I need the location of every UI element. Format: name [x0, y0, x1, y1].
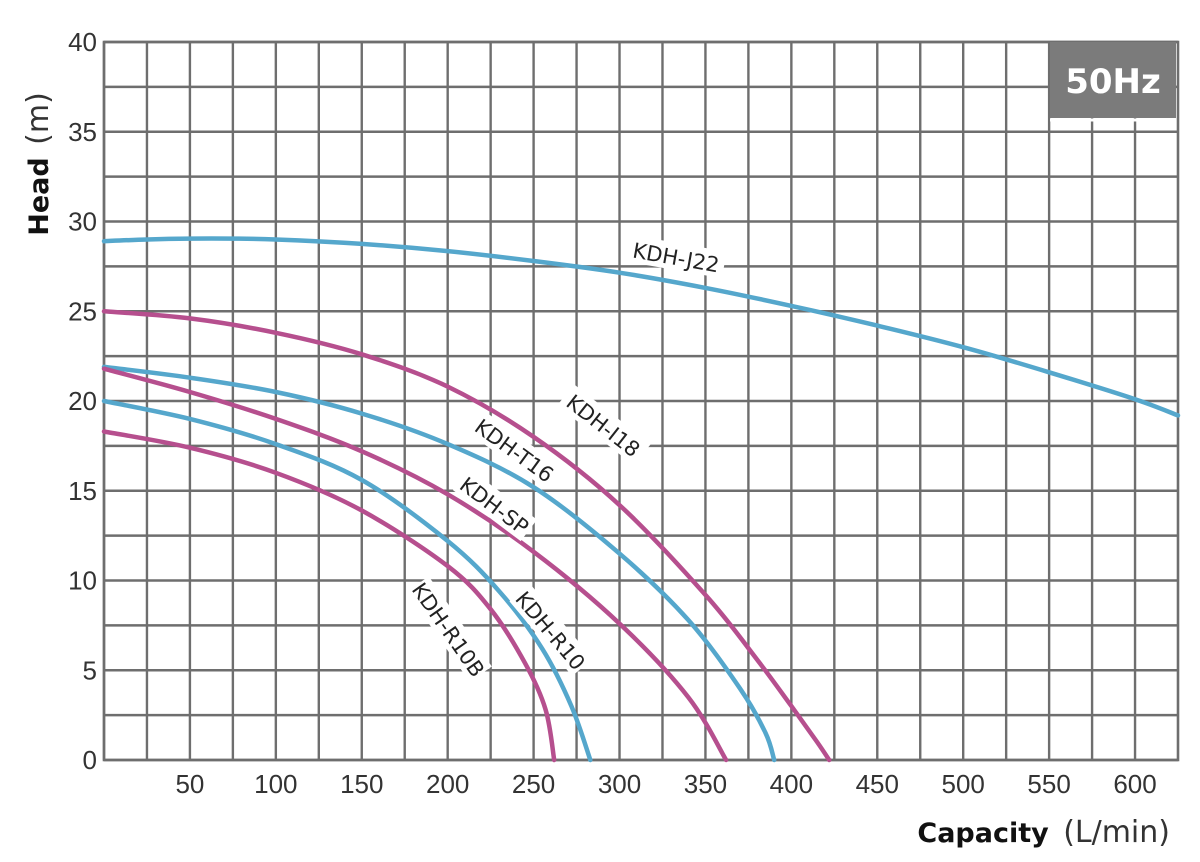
x-tick-label: 350 — [684, 769, 727, 799]
x-axis-title-text: Capacity — [917, 818, 1049, 849]
svg-text:Head (m): Head (m) — [21, 92, 56, 236]
x-tick-label: 400 — [770, 769, 813, 799]
y-axis-title-text: Head — [24, 157, 55, 235]
grid — [102, 40, 1180, 762]
badge-label: 50Hz — [1065, 62, 1161, 102]
y-axis-title: Head (m) — [21, 92, 56, 236]
y-tick-label: 30 — [68, 207, 97, 237]
y-axis-unit: (m) — [21, 92, 56, 145]
curve-label-background — [452, 468, 537, 542]
x-tick-label: 50 — [175, 769, 204, 799]
curve-label-group: KDH-J22 — [625, 234, 727, 279]
y-tick-label: 35 — [68, 117, 97, 147]
y-tick-label: 5 — [83, 655, 97, 685]
x-axis-title: Capacity (L/min) — [917, 815, 1170, 850]
y-tick-label: 10 — [68, 566, 97, 596]
x-tick-label: 550 — [1027, 769, 1070, 799]
y-tick-label: 40 — [68, 27, 97, 57]
curve-label-group: KDH-I18 — [557, 384, 651, 466]
x-tick-label: 600 — [1113, 769, 1156, 799]
tick-labels: 50 100 150 200 250 300 350 400 450 500 550 600 0 5 10 1… — [68, 27, 1157, 799]
x-axis-unit: (L/min) — [1063, 815, 1170, 850]
curve-label-background — [557, 384, 651, 466]
curve-kdh-r10 — [101, 398, 593, 763]
curve-label-background — [509, 584, 593, 677]
frequency-badge: 50Hz — [1050, 42, 1176, 122]
y-tick-label: 20 — [68, 386, 97, 416]
curves — [101, 236, 1181, 763]
curve-kdh-i18 — [101, 309, 832, 763]
x-tick-label: 150 — [340, 769, 383, 799]
x-tick-label: 100 — [254, 769, 297, 799]
curve-kdh-t16 — [101, 364, 777, 763]
curve-kdh-sp — [101, 366, 729, 763]
x-tick-label: 200 — [426, 769, 469, 799]
y-tick-label: 25 — [68, 296, 97, 326]
curve-label-background — [625, 234, 727, 279]
x-tick-label: 250 — [512, 769, 555, 799]
curve-label-background — [467, 410, 563, 490]
x-tick-label: 450 — [856, 769, 899, 799]
x-tick-label: 300 — [598, 769, 641, 799]
x-tick-label: 500 — [942, 769, 985, 799]
curve-kdh-j22 — [101, 236, 1181, 418]
curve-label-background — [406, 576, 492, 682]
y-tick-label: 15 — [68, 476, 97, 506]
badge-background — [1050, 42, 1176, 118]
y-tick-label: 0 — [83, 745, 97, 775]
svg-text:Capacity (L/min): Capacity (L/min) — [917, 815, 1170, 850]
curve-kdh-r10b — [101, 429, 557, 763]
